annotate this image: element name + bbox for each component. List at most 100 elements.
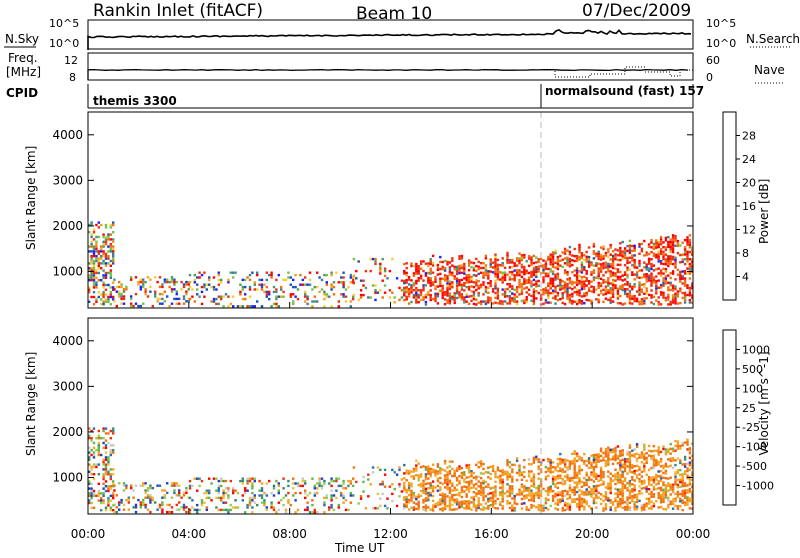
echo-cell (109, 245, 112, 248)
echo-cell (595, 484, 598, 488)
echo-cell (568, 484, 572, 487)
echo-cell (443, 476, 447, 479)
echo-cell (633, 489, 636, 492)
echo-cell (104, 243, 108, 246)
echo-cell (518, 283, 521, 286)
echo-cell (643, 299, 646, 303)
echo-cell (451, 482, 454, 485)
echo-cell (628, 480, 632, 483)
echo-cell (458, 491, 461, 495)
echo-cell (575, 474, 579, 477)
echo-cell (494, 263, 497, 266)
echo-cell (90, 279, 93, 282)
echo-cell (429, 474, 432, 478)
echo-cell (277, 501, 280, 504)
echo-cell (205, 508, 208, 512)
echo-cell (652, 252, 656, 255)
echo-cell (100, 255, 103, 258)
echo-cell (626, 249, 629, 253)
echo-cell (535, 275, 538, 278)
echo-cell (506, 463, 509, 467)
echo-cell (424, 492, 428, 495)
echo-cell (407, 508, 411, 511)
echo-cell (532, 504, 536, 507)
echo-cell (227, 494, 230, 497)
echo-cell (580, 283, 584, 286)
echo-cell (626, 498, 629, 502)
echo-cell (95, 300, 98, 303)
echo-cell (107, 295, 110, 299)
echo-cell (619, 251, 622, 255)
echo-cell (316, 491, 319, 495)
echo-cell (496, 275, 500, 278)
echo-cell (635, 474, 639, 477)
echo-cell (676, 469, 680, 472)
echo-cell (650, 478, 653, 482)
echo-cell (633, 505, 636, 509)
echo-cell (112, 468, 115, 471)
echo-cell (650, 277, 653, 280)
echo-cell (664, 486, 668, 489)
echo-cell (458, 279, 461, 282)
echo-cell (554, 285, 557, 288)
echo-cell (609, 265, 612, 268)
echo-cell (104, 223, 108, 227)
echo-cell (496, 273, 500, 276)
echo-cell (547, 491, 550, 494)
echo-cell (499, 271, 502, 274)
echo-cell (681, 480, 684, 483)
echo-cell (460, 491, 464, 494)
echo-cell (424, 504, 428, 507)
echo-cell (599, 469, 603, 472)
echo-cell (549, 504, 552, 508)
echo-cell (657, 448, 660, 452)
echo-cell (381, 279, 384, 282)
echo-cell (441, 277, 444, 280)
echo-cell (686, 448, 689, 451)
echo-cell (515, 286, 519, 289)
echo-cell (542, 266, 545, 269)
echo-cell (681, 270, 684, 273)
echo-cell (371, 257, 375, 261)
echo-cell (330, 506, 333, 509)
echo-cell (436, 477, 440, 480)
echo-cell (638, 293, 641, 296)
echo-cell (479, 266, 483, 270)
echo-cell (580, 261, 584, 264)
echo-cell (626, 460, 629, 463)
echo-cell (609, 263, 612, 266)
echo-cell (407, 283, 411, 286)
echo-cell (669, 476, 672, 479)
echo-cell (304, 293, 307, 296)
echo-cell (659, 469, 663, 473)
echo-cell (496, 294, 500, 298)
echo-cell (532, 475, 536, 479)
echo-cell (323, 501, 326, 504)
echo-cell (599, 493, 603, 496)
echo-cell (585, 500, 588, 503)
echo-cell (580, 252, 584, 255)
echo-cell (299, 484, 302, 488)
echo-cell (688, 468, 692, 472)
echo-cell (595, 477, 598, 480)
echo-cell (664, 299, 668, 302)
echo-cell (232, 305, 235, 308)
echo-cell (102, 475, 105, 478)
echo-cell (611, 278, 615, 282)
echo-cell (161, 496, 164, 499)
echo-cell (683, 441, 687, 444)
echo-cell (676, 478, 680, 482)
echo-cell (633, 297, 636, 300)
echo-cell (482, 467, 485, 471)
echo-cell (166, 482, 169, 485)
echo-cell (102, 468, 105, 471)
echo-cell (578, 251, 581, 254)
echo-cell (599, 268, 603, 271)
echo-cell (415, 469, 418, 472)
echo-cell (623, 467, 627, 470)
echo-cell (460, 488, 464, 491)
echo-cell (439, 260, 442, 264)
echo-cell (662, 481, 665, 484)
echo-cell (487, 504, 490, 508)
echo-cell (575, 271, 579, 275)
